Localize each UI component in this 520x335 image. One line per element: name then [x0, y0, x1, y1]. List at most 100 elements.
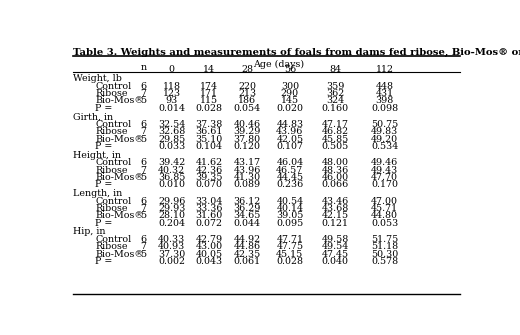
Text: 6: 6 — [140, 235, 147, 244]
Text: 46.04: 46.04 — [276, 158, 304, 167]
Text: 0.120: 0.120 — [233, 142, 261, 151]
Text: 50.30: 50.30 — [371, 250, 398, 259]
Text: Ribose: Ribose — [95, 242, 128, 251]
Text: 40.54: 40.54 — [276, 197, 304, 205]
Text: 50.75: 50.75 — [371, 120, 398, 129]
Text: Control: Control — [95, 158, 132, 167]
Text: 49.43: 49.43 — [371, 165, 398, 175]
Text: 93: 93 — [166, 96, 178, 105]
Text: 28: 28 — [241, 65, 253, 74]
Text: 56: 56 — [284, 65, 296, 74]
Text: 35.10: 35.10 — [196, 135, 223, 144]
Text: 0.104: 0.104 — [196, 142, 223, 151]
Text: 46.00: 46.00 — [321, 173, 348, 182]
Text: 6: 6 — [140, 158, 147, 167]
Text: 37.30: 37.30 — [158, 250, 186, 259]
Text: 0.089: 0.089 — [233, 180, 261, 189]
Text: 31.60: 31.60 — [196, 211, 223, 220]
Text: 359: 359 — [326, 82, 344, 90]
Text: Ribose: Ribose — [95, 127, 128, 136]
Text: 36.12: 36.12 — [233, 197, 261, 205]
Text: 0.170: 0.170 — [371, 180, 398, 189]
Text: 43.46: 43.46 — [321, 197, 348, 205]
Text: 28.10: 28.10 — [158, 211, 185, 220]
Text: 43.96: 43.96 — [233, 165, 261, 175]
Text: 43.68: 43.68 — [321, 204, 348, 213]
Text: 40.93: 40.93 — [158, 242, 186, 251]
Text: 40.32: 40.32 — [158, 165, 185, 175]
Text: 44.45: 44.45 — [276, 173, 304, 182]
Text: 0.028: 0.028 — [196, 104, 223, 113]
Text: 0.014: 0.014 — [158, 104, 185, 113]
Text: 213: 213 — [238, 89, 256, 98]
Text: 0.061: 0.061 — [233, 257, 261, 266]
Text: 0.020: 0.020 — [276, 104, 303, 113]
Text: Height, in: Height, in — [73, 151, 121, 160]
Text: 448: 448 — [375, 82, 394, 90]
Text: Ribose: Ribose — [95, 165, 128, 175]
Text: 44.92: 44.92 — [233, 235, 261, 244]
Text: 220: 220 — [238, 82, 256, 90]
Text: Bio-Mos®: Bio-Mos® — [95, 250, 144, 259]
Text: 51.75: 51.75 — [371, 235, 398, 244]
Text: 431: 431 — [375, 89, 394, 98]
Text: 42.15: 42.15 — [321, 211, 348, 220]
Text: P =: P = — [95, 180, 113, 189]
Text: 0.040: 0.040 — [321, 257, 348, 266]
Text: 36.61: 36.61 — [196, 127, 223, 136]
Text: 33.04: 33.04 — [196, 197, 223, 205]
Text: Bio-Mos®: Bio-Mos® — [95, 96, 144, 105]
Text: 0.505: 0.505 — [321, 142, 348, 151]
Text: Table 3. Weights and measurements of foals from dams fed ribose, Bio-Mos® or no : Table 3. Weights and measurements of foa… — [73, 49, 520, 58]
Text: 0.098: 0.098 — [371, 104, 398, 113]
Text: 42.05: 42.05 — [276, 135, 304, 144]
Text: 51.18: 51.18 — [371, 242, 398, 251]
Text: 362: 362 — [326, 89, 344, 98]
Text: 47.75: 47.75 — [276, 242, 304, 251]
Text: Weight, lb: Weight, lb — [73, 74, 122, 83]
Text: 42.36: 42.36 — [196, 165, 223, 175]
Text: 45.15: 45.15 — [276, 250, 304, 259]
Text: 14: 14 — [203, 65, 215, 74]
Text: Age (days): Age (days) — [253, 60, 304, 69]
Text: 0.070: 0.070 — [196, 180, 223, 189]
Text: 49.54: 49.54 — [321, 242, 348, 251]
Text: 40.05: 40.05 — [196, 250, 223, 259]
Text: 324: 324 — [326, 96, 344, 105]
Text: 44.86: 44.86 — [233, 242, 261, 251]
Text: 46.57: 46.57 — [276, 165, 304, 175]
Text: 6: 6 — [140, 197, 147, 205]
Text: 0.160: 0.160 — [321, 104, 348, 113]
Text: 49.58: 49.58 — [321, 235, 348, 244]
Text: 44.83: 44.83 — [276, 120, 304, 129]
Text: 174: 174 — [200, 82, 218, 90]
Text: 5: 5 — [140, 173, 147, 182]
Text: Control: Control — [95, 120, 132, 129]
Text: Hip, in: Hip, in — [73, 227, 106, 237]
Text: 0.010: 0.010 — [158, 180, 185, 189]
Text: 29.96: 29.96 — [158, 197, 186, 205]
Text: 0.072: 0.072 — [196, 218, 223, 227]
Text: 0.534: 0.534 — [371, 142, 398, 151]
Text: 0.044: 0.044 — [233, 218, 261, 227]
Text: 0.107: 0.107 — [276, 142, 303, 151]
Text: 36.29: 36.29 — [233, 204, 261, 213]
Text: 7: 7 — [140, 89, 147, 98]
Text: 33.36: 33.36 — [196, 204, 223, 213]
Text: 171: 171 — [200, 89, 218, 98]
Text: 6: 6 — [140, 120, 147, 129]
Text: Bio-Mos®: Bio-Mos® — [95, 211, 144, 220]
Text: 49.46: 49.46 — [371, 158, 398, 167]
Text: 0.002: 0.002 — [158, 257, 185, 266]
Text: 39.05: 39.05 — [276, 211, 304, 220]
Text: 39.29: 39.29 — [233, 127, 261, 136]
Text: 0.578: 0.578 — [371, 257, 398, 266]
Text: Ribose: Ribose — [95, 89, 128, 98]
Text: P =: P = — [95, 257, 113, 266]
Text: 0.066: 0.066 — [321, 180, 348, 189]
Text: 300: 300 — [281, 82, 299, 90]
Text: Bio-Mos®: Bio-Mos® — [95, 173, 144, 182]
Text: 40.33: 40.33 — [158, 235, 186, 244]
Text: 0.054: 0.054 — [233, 104, 261, 113]
Text: 118: 118 — [163, 82, 181, 90]
